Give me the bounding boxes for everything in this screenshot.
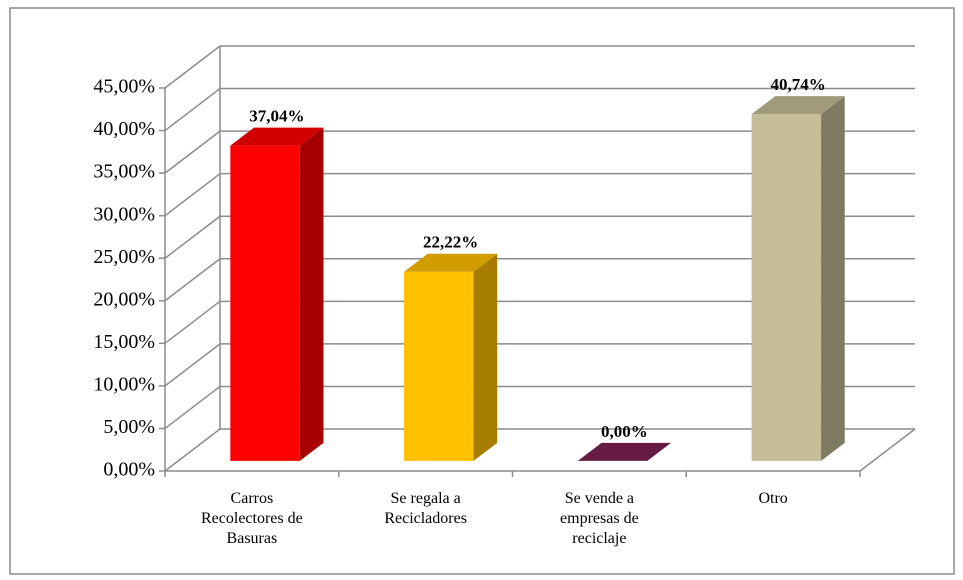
y-tick-label: 20,00% [93, 288, 155, 310]
value-label: 40,74% [771, 75, 826, 94]
grid-line-side [164, 385, 221, 430]
grid-line-side [164, 300, 221, 344]
grid-line-side [164, 87, 221, 132]
grid-line-side [164, 343, 221, 387]
value-label: 22,22% [423, 233, 478, 252]
bar [404, 253, 498, 461]
y-tick-label: 45,00% [93, 76, 155, 98]
bar-front [751, 114, 822, 461]
grid-line-side [164, 130, 221, 174]
y-tick-label: 15,00% [93, 331, 155, 353]
y-tick-label: 5,00% [103, 416, 155, 438]
x-tick-label: Se regala a Recicladores [384, 490, 467, 527]
floor-right-edge [859, 428, 916, 472]
bar-front [230, 145, 300, 461]
value-label: 37,04% [249, 107, 304, 126]
bar-side [821, 96, 845, 461]
bar-side [473, 253, 498, 461]
grid-line-side [164, 428, 221, 472]
bar-top [230, 127, 324, 146]
value-label: 0,00% [601, 422, 648, 441]
grid-line-side [164, 45, 221, 89]
y-tick-label: 40,00% [93, 118, 155, 140]
y-tick-label: 35,00% [93, 161, 155, 183]
chart-border [9, 7, 955, 575]
bar-side [299, 127, 324, 461]
x-tick-label: Carros Recolectores de Basuras [201, 490, 303, 547]
x-tick-label: Se vende a empresas de reciclaje [560, 490, 639, 547]
x-tick-label: Otro [758, 490, 788, 507]
grid-line-side [164, 173, 221, 217]
grid-line-side [164, 258, 221, 302]
bar [230, 127, 324, 461]
grid-line-side [164, 215, 221, 259]
bar [751, 96, 845, 461]
bar-top [404, 253, 498, 272]
bar-top [751, 96, 845, 115]
y-tick-label: 30,00% [93, 203, 155, 225]
y-tick-label: 10,00% [93, 373, 155, 395]
y-tick-label: 0,00% [103, 459, 155, 481]
bar-top [577, 442, 671, 461]
y-tick-label: 25,00% [93, 246, 155, 268]
bar [577, 442, 671, 461]
bar-front [404, 271, 474, 461]
